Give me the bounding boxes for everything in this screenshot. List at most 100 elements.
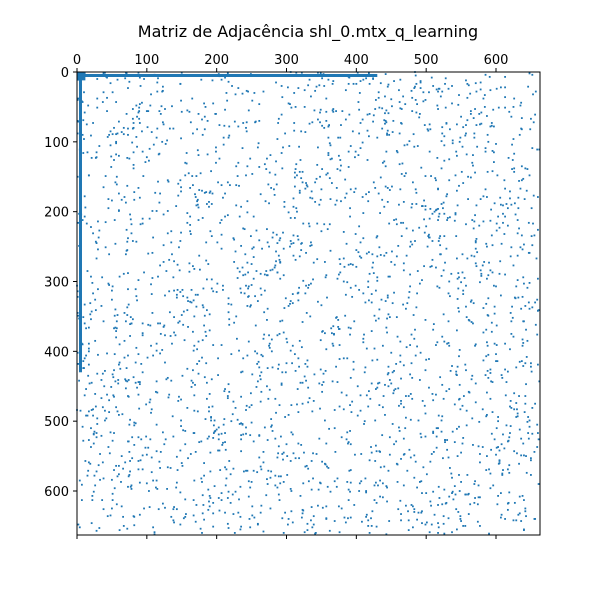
nonzero-entry bbox=[510, 246, 513, 249]
nonzero-entry bbox=[429, 207, 432, 210]
nonzero-entry bbox=[133, 191, 136, 194]
nonzero-entry bbox=[400, 400, 402, 402]
nonzero-entry bbox=[165, 378, 168, 381]
nonzero-entry bbox=[115, 153, 118, 156]
nonzero-entry bbox=[307, 286, 310, 289]
nonzero-entry bbox=[509, 190, 511, 193]
nonzero-entry bbox=[448, 158, 451, 161]
nonzero-entry bbox=[330, 327, 333, 330]
nonzero-entry bbox=[471, 161, 474, 164]
nonzero-entry bbox=[421, 492, 423, 494]
nonzero-entry bbox=[222, 143, 225, 146]
nonzero-entry bbox=[300, 516, 303, 519]
nonzero-entry bbox=[196, 200, 199, 203]
nonzero-entry bbox=[127, 379, 130, 381]
nonzero-entry bbox=[92, 122, 94, 124]
nonzero-entry bbox=[396, 151, 399, 154]
nonzero-entry bbox=[435, 393, 437, 396]
nonzero-entry bbox=[137, 71, 140, 74]
nonzero-entry bbox=[530, 365, 532, 368]
nonzero-entry bbox=[233, 238, 236, 241]
nonzero-entry bbox=[327, 152, 330, 154]
nonzero-entry bbox=[341, 110, 344, 113]
nonzero-entry bbox=[289, 245, 291, 248]
nonzero-entry bbox=[342, 280, 345, 283]
nonzero-entry bbox=[245, 284, 247, 287]
nonzero-entry bbox=[217, 73, 220, 75]
nonzero-entry bbox=[419, 87, 422, 89]
nonzero-entry bbox=[439, 376, 442, 379]
nonzero-entry bbox=[366, 129, 369, 132]
nonzero-entry bbox=[323, 126, 326, 129]
nonzero-entry bbox=[455, 189, 458, 192]
nonzero-entry bbox=[461, 253, 464, 256]
nonzero-entry bbox=[250, 284, 253, 286]
nonzero-entry bbox=[530, 370, 533, 373]
nonzero-entry bbox=[113, 219, 116, 221]
nonzero-entry bbox=[240, 525, 243, 528]
nonzero-entry bbox=[383, 119, 386, 122]
x-tick-label-6: 600 bbox=[484, 53, 509, 68]
nonzero-entry bbox=[129, 323, 131, 326]
nonzero-entry bbox=[373, 314, 376, 317]
nonzero-entry bbox=[294, 369, 297, 372]
nonzero-entry bbox=[292, 197, 295, 200]
nonzero-entry bbox=[275, 250, 277, 253]
nonzero-entry bbox=[135, 240, 138, 243]
nonzero-entry bbox=[374, 419, 377, 422]
nonzero-entry bbox=[208, 393, 211, 395]
nonzero-entry bbox=[228, 125, 231, 128]
nonzero-entry bbox=[238, 270, 241, 273]
nonzero-entry bbox=[118, 363, 120, 366]
nonzero-entry bbox=[535, 257, 538, 260]
nonzero-entry bbox=[218, 509, 221, 512]
nonzero-entry bbox=[155, 136, 158, 139]
nonzero-entry bbox=[174, 334, 177, 337]
nonzero-entry bbox=[325, 110, 328, 113]
nonzero-entry bbox=[457, 307, 460, 309]
nonzero-entry bbox=[271, 366, 274, 369]
nonzero-entry bbox=[245, 469, 247, 472]
nonzero-entry bbox=[425, 225, 428, 228]
nonzero-entry bbox=[247, 90, 249, 93]
nonzero-entry bbox=[203, 376, 206, 379]
nonzero-entry bbox=[114, 380, 117, 383]
nonzero-entry bbox=[151, 277, 154, 279]
nonzero-entry bbox=[343, 516, 346, 519]
nonzero-entry bbox=[390, 261, 393, 263]
nonzero-entry bbox=[169, 467, 172, 469]
nonzero-entry bbox=[129, 418, 131, 421]
nonzero-entry bbox=[179, 523, 182, 526]
nonzero-entry bbox=[231, 85, 233, 87]
nonzero-entry bbox=[305, 184, 308, 187]
nonzero-entry bbox=[443, 144, 446, 147]
nonzero-entry bbox=[488, 532, 490, 535]
nonzero-entry bbox=[374, 108, 377, 110]
nonzero-entry bbox=[372, 120, 374, 123]
nonzero-entry bbox=[363, 371, 366, 374]
nonzero-entry bbox=[475, 90, 478, 93]
nonzero-entry bbox=[250, 263, 253, 265]
nonzero-entry bbox=[489, 269, 492, 272]
nonzero-entry bbox=[338, 344, 341, 346]
nonzero-entry bbox=[188, 270, 191, 273]
nonzero-entry bbox=[516, 452, 518, 455]
nonzero-entry bbox=[329, 144, 332, 147]
nonzero-entry bbox=[332, 325, 335, 328]
nonzero-entry bbox=[301, 181, 304, 184]
nonzero-entry bbox=[458, 310, 460, 313]
nonzero-entry bbox=[282, 274, 285, 277]
nonzero-entry bbox=[329, 249, 332, 252]
nonzero-entry bbox=[113, 314, 116, 317]
nonzero-entry bbox=[418, 116, 421, 119]
nonzero-entry bbox=[182, 323, 185, 326]
nonzero-entry bbox=[530, 474, 532, 476]
nonzero-entry bbox=[211, 192, 214, 195]
nonzero-entry bbox=[460, 281, 462, 284]
nonzero-entry bbox=[465, 153, 468, 156]
nonzero-entry bbox=[327, 154, 330, 157]
nonzero-entry bbox=[90, 310, 93, 313]
nonzero-entry bbox=[387, 83, 390, 86]
nonzero-entry bbox=[110, 155, 113, 158]
nonzero-entry bbox=[124, 379, 127, 382]
